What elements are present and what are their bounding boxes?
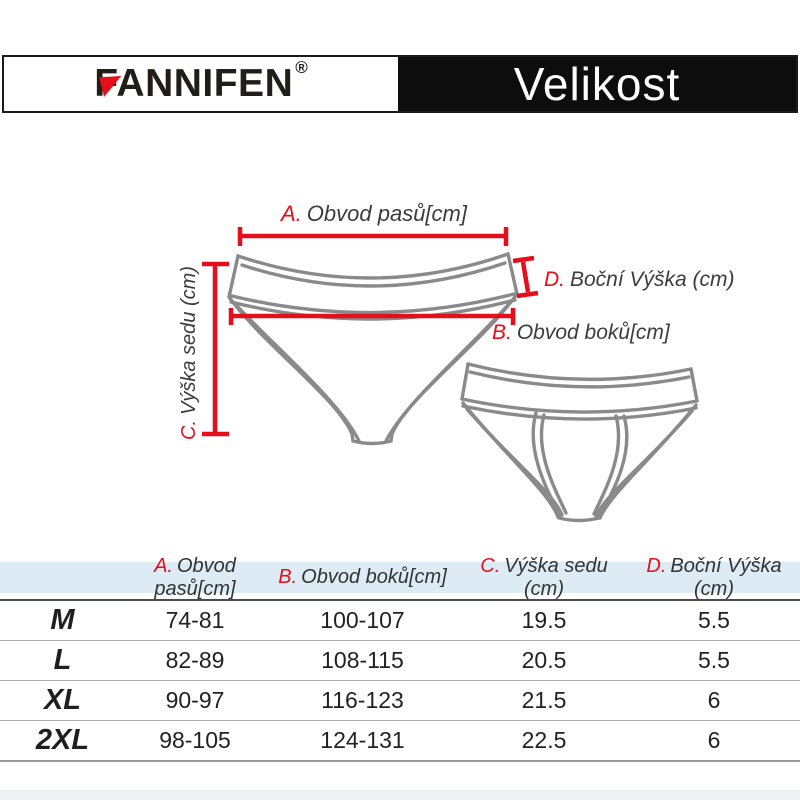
label-waist-text: Obvod pasů[cm] (306, 201, 467, 226)
2xl-hip: 124-131 (320, 727, 405, 753)
header-cell-hip: B. Obvod boků[cm] (265, 566, 460, 589)
header-waist-label: Obvod pasů[cm] (154, 554, 236, 600)
brand-name: FANNIFEN (94, 62, 294, 105)
label-seat-height: C. Výška sedu (cm) (178, 263, 202, 443)
header-hip-label: Obvod boků[cm] (301, 566, 447, 588)
brand-header: FANNIFEN ® Velikost (2, 55, 798, 113)
label-seat-height-prefix: C. (178, 419, 200, 440)
size-2xl: 2XL (35, 724, 90, 756)
2xl-waist: 98-105 (159, 727, 231, 753)
table-row-2xl: 2XL 98-105 124-131 22.5 6 (0, 721, 800, 762)
header-hip-prefix: B. (278, 566, 298, 588)
xl-side: 6 (707, 687, 721, 713)
l-side: 5.5 (698, 647, 730, 673)
m-side: 5.5 (698, 607, 730, 633)
header-cell-side: D. Boční Výška (cm) (628, 555, 800, 601)
m-seat: 19.5 (521, 607, 567, 633)
brand-logo: FANNIFEN ® (4, 57, 398, 111)
size-l: L (53, 644, 72, 676)
measurement-marks (202, 227, 539, 437)
table-header-row: A. Obvod pasů[cm] B. Obvod boků[cm] C. Výšk… (0, 555, 800, 600)
2xl-side: 6 (707, 727, 721, 753)
page-title: Velikost (398, 57, 796, 111)
bottom-strip (0, 790, 800, 800)
xl-hip: 116-123 (321, 687, 404, 713)
label-hip: B. Obvod boků[cm] (492, 321, 670, 345)
label-waist-prefix: A. (281, 201, 302, 226)
table-header-divider (0, 599, 800, 601)
label-hip-text: Obvod boků[cm] (516, 321, 670, 344)
table-row-xl: XL 90-97 116-123 21.5 6 (0, 681, 800, 721)
label-side-height: D. Boční Výška (cm) (544, 268, 735, 292)
registered-trademark-icon: ® (295, 58, 308, 77)
label-side-height-text: Boční Výška (cm) (570, 268, 735, 291)
xl-seat: 21.5 (521, 687, 567, 713)
label-hip-prefix: B. (492, 321, 512, 344)
header-cell-waist: A. Obvod pasů[cm] (125, 555, 265, 601)
table-row-m: M 74-81 100-107 19.5 5.5 (0, 601, 800, 641)
label-waist: A. Obvod pasů[cm] (238, 201, 510, 227)
label-side-height-prefix: D. (544, 268, 565, 291)
size-table: M 74-81 100-107 19.5 5.5 L 82-89 108-115… (0, 601, 800, 762)
header-side-label: Boční Výška (cm) (670, 554, 782, 600)
m-waist: 74-81 (165, 607, 225, 633)
l-hip: 108-115 (321, 647, 404, 673)
table-row-l: L 82-89 108-115 20.5 5.5 (0, 641, 800, 681)
l-waist: 82-89 (165, 647, 225, 673)
garment-outlines (227, 251, 699, 523)
size-xl: XL (43, 684, 82, 716)
m-hip: 100-107 (320, 607, 405, 633)
xl-waist: 90-97 (165, 687, 225, 713)
header-waist-prefix: A. (154, 554, 173, 577)
label-seat-height-text: Výška sedu (cm) (178, 266, 200, 415)
fannifen-logo: FANNIFEN ® (94, 58, 308, 106)
size-m: M (50, 604, 75, 636)
header-seat-prefix: C. (480, 554, 501, 577)
header-side-prefix: D. (646, 554, 667, 577)
l-seat: 20.5 (521, 647, 567, 673)
header-seat-label: Výška sedu (cm) (504, 554, 608, 600)
header-cell-seat: C. Výška sedu (cm) (460, 555, 628, 601)
2xl-seat: 22.5 (521, 727, 567, 753)
